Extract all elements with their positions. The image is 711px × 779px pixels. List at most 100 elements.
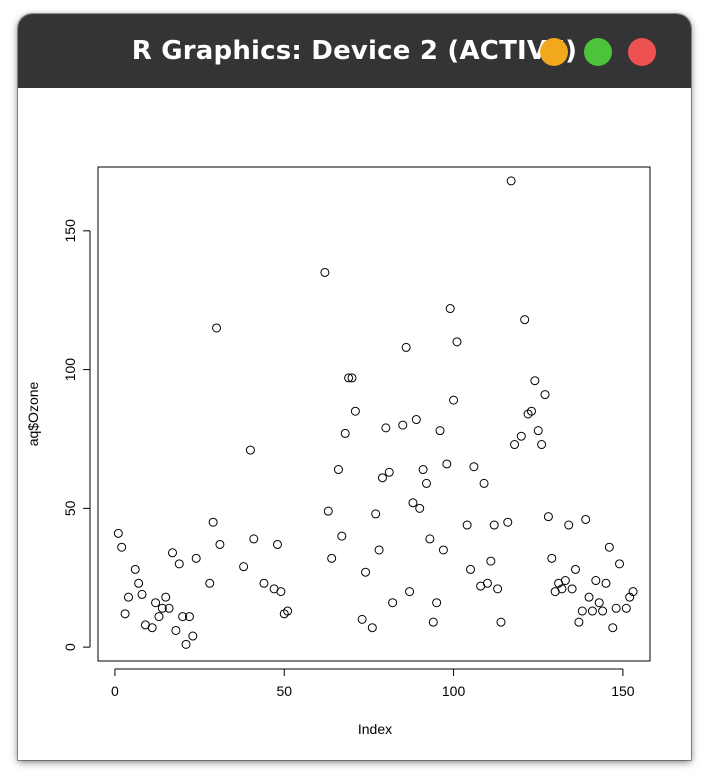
data-point [469,462,479,472]
minimize-button[interactable] [540,38,568,66]
data-point [570,564,580,574]
data-point [503,517,513,527]
data-point [442,459,452,469]
data-point [405,587,415,597]
data-point [421,478,431,488]
x-axis: 0 50 100 150 [111,668,635,699]
data-point [208,517,218,527]
data-point [557,584,567,594]
data-point [493,584,503,594]
title-bar[interactable]: R Graphics: Device 2 (ACTIVE) [18,14,691,88]
data-point [212,323,222,333]
data-point [178,612,188,622]
data-point [486,556,496,566]
data-point [147,623,157,633]
data-point [245,445,255,455]
data-point [543,512,553,522]
data-point [615,559,625,569]
data-point [188,631,198,641]
data-point [157,603,167,613]
plot-frame [97,166,651,662]
data-point [137,589,147,599]
data-point [276,587,286,597]
data-point [161,592,171,602]
data-point [591,576,601,586]
data-point [130,564,140,574]
data-point [113,528,123,538]
data-point [320,267,330,277]
data-point [371,509,381,519]
data-point [526,406,536,416]
data-point [516,431,526,441]
data-point [560,576,570,586]
data-point [347,373,357,383]
data-point [540,390,550,400]
data-point [323,506,333,516]
data-point [537,440,547,450]
data-point [333,465,343,475]
data-point [205,578,215,588]
data-point [374,545,384,555]
data-points [113,176,638,649]
maximize-button[interactable] [584,38,612,66]
data-point [564,520,574,530]
data-point [283,606,293,616]
data-point [506,176,516,186]
data-point [418,465,428,475]
plot-area: 0 50 100 150 0 50 100 150 Index aq$Ozone [18,88,691,760]
data-point [134,578,144,588]
scatter-plot: 0 50 100 150 0 50 100 150 Index aq$Ozone [25,166,651,737]
data-point [174,559,184,569]
data-point [344,373,354,383]
data-point [432,598,442,608]
data-point [587,606,597,616]
data-point [621,603,631,613]
data-point [411,415,421,425]
data-point [171,625,181,635]
data-point [168,548,178,558]
data-point [367,623,377,633]
data-point [496,617,506,627]
data-point [611,603,621,613]
data-point [401,342,411,352]
data-point [239,562,249,572]
data-point [191,553,201,563]
data-point [466,564,476,574]
data-point [337,531,347,541]
data-point [604,542,614,552]
data-point [489,520,499,530]
data-point [388,598,398,608]
window-title: R Graphics: Device 2 (ACTIVE) [131,36,578,66]
graphics-window: R Graphics: Device 2 (ACTIVE) 0 50 100 150 … [18,14,691,760]
data-point [594,598,604,608]
data-point [628,587,638,597]
data-point [598,606,608,616]
data-point [547,553,557,563]
data-point [520,315,530,325]
data-point [357,614,367,624]
data-point [438,545,448,555]
data-point [381,423,391,433]
data-point [449,395,459,405]
x-axis-label: Index [358,721,392,737]
data-point [408,498,418,508]
close-button[interactable] [628,38,656,66]
data-point [584,592,594,602]
data-point [415,503,425,513]
data-point [574,617,584,627]
data-point [608,623,618,633]
data-point [601,578,611,588]
y-tick-label: 150 [62,219,78,243]
x-tick-label: 0 [111,683,119,699]
data-point [435,426,445,436]
data-point [120,609,130,619]
data-point [215,539,225,549]
data-point [577,606,587,616]
data-point [164,603,174,613]
data-point [272,539,282,549]
data-point [350,406,360,416]
y-axis-label: aq$Ozone [25,381,41,446]
data-point [377,473,387,483]
data-point [567,584,577,594]
data-point [123,592,133,602]
